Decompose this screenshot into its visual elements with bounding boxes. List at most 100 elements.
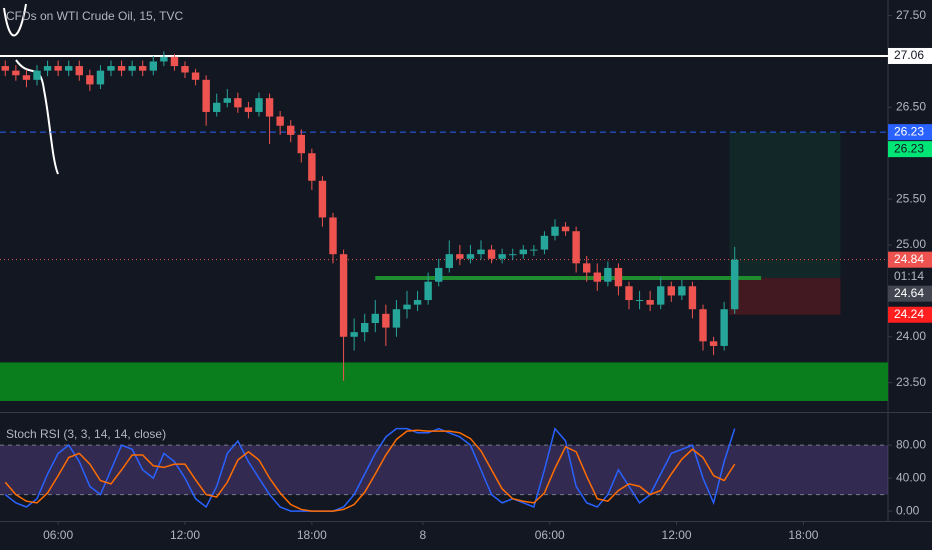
candle-body	[572, 231, 580, 264]
candle-body	[551, 226, 559, 236]
candle-body	[487, 249, 496, 259]
candle-body	[456, 254, 464, 259]
candle-body	[688, 286, 697, 310]
candle-body	[678, 286, 686, 296]
candle-body	[149, 61, 157, 71]
price-label-box	[888, 141, 932, 158]
price-label-box	[888, 124, 932, 141]
price-label-box	[888, 47, 932, 64]
candle-body	[213, 102, 221, 112]
candle-body	[709, 341, 718, 346]
x-tick-label: 12:00	[170, 528, 200, 542]
price-label: 24.24	[894, 307, 924, 321]
price-label: 26.23	[894, 124, 924, 138]
candle-body	[139, 66, 147, 71]
candle-body	[181, 66, 189, 73]
candle-body	[43, 66, 52, 71]
candle-body	[604, 267, 612, 282]
candle-body	[361, 322, 369, 333]
x-tick-label: 18:00	[788, 528, 818, 542]
position-stop	[729, 278, 841, 315]
x-tick-label: 06:00	[535, 528, 565, 542]
candle-body	[699, 309, 707, 342]
candle-body	[234, 98, 242, 108]
candle-body	[635, 300, 644, 302]
candle-body	[107, 66, 115, 71]
y-tick-label: 80.00	[896, 437, 926, 451]
candle-body	[297, 134, 305, 154]
candle-body	[498, 254, 506, 259]
candle-body	[244, 107, 253, 112]
y-tick-label: 0.00	[896, 503, 920, 517]
y-tick-label: 24.00	[896, 329, 926, 343]
candle-body	[392, 309, 401, 328]
candle-body	[403, 304, 411, 310]
price-label: 24.64	[894, 286, 924, 300]
candle-body	[54, 66, 62, 71]
candle-body	[223, 98, 231, 103]
candle-body	[424, 281, 432, 301]
axes: 06:00 12:00 18:00 8 06:00 12:00 18:00 27.50 26.5…	[43, 8, 932, 542]
candle-body	[318, 180, 327, 218]
candle-body	[646, 300, 654, 305]
candle-body	[625, 286, 633, 301]
candle-body	[720, 309, 728, 346]
position-target	[729, 132, 841, 279]
candle-body	[86, 75, 94, 85]
candle-body	[477, 249, 485, 255]
candle-body	[382, 313, 390, 328]
price-label-box	[888, 251, 932, 268]
candle-body	[413, 300, 422, 305]
y-tick-label: 25.50	[896, 191, 926, 205]
candle-body	[65, 66, 73, 71]
zone	[0, 362, 888, 401]
candle-body	[308, 153, 316, 181]
stoch-line	[4, 427, 736, 512]
candle-body	[96, 70, 105, 85]
candle-body	[667, 286, 675, 296]
candle-body	[329, 217, 337, 255]
candle-body	[509, 254, 517, 256]
candle-body	[22, 75, 31, 80]
stoch-line	[4, 429, 736, 512]
candle-body	[339, 254, 348, 337]
candle-body	[519, 249, 527, 255]
y-tick-label: 23.50	[896, 375, 926, 389]
x-tick-label: 8	[420, 528, 427, 542]
candle-body	[593, 272, 601, 282]
indicator-title: Stoch RSI (3, 3, 14, 14, close)	[6, 427, 166, 441]
price-label: 26.23	[894, 141, 924, 155]
candle-body	[160, 56, 168, 62]
y-tick-label: 40.00	[896, 470, 926, 484]
x-tick-label: 12:00	[662, 528, 692, 542]
x-tick-label: 18:00	[297, 528, 327, 542]
candle-body	[540, 235, 549, 250]
price-label-box	[888, 268, 932, 285]
chart-title: CFDs on WTI Crude Oil, 15, TVC	[6, 9, 183, 23]
candle-body	[128, 66, 136, 71]
x-tick-label: 06:00	[43, 528, 73, 542]
candle-body	[614, 267, 623, 287]
candle-body	[287, 125, 295, 135]
candle-body	[731, 259, 739, 310]
stoch-band	[0, 445, 888, 495]
candle-body	[255, 98, 263, 112]
main-pane	[0, 51, 888, 401]
candle-body	[371, 313, 379, 323]
y-tick-label: 25.00	[896, 237, 926, 251]
candle-body	[191, 72, 200, 80]
candle-body	[75, 66, 83, 76]
candle-body	[530, 249, 538, 251]
candle-body	[265, 98, 274, 117]
candle-body	[12, 70, 20, 76]
candle-body	[466, 254, 475, 259]
candle-body	[202, 79, 210, 112]
y-tick-label: 26.50	[896, 100, 926, 114]
price-label: 27.06	[894, 48, 924, 62]
candle-body	[170, 56, 179, 67]
price-label-box	[888, 285, 932, 302]
candle-body	[445, 254, 453, 268]
drawing	[3, 3, 59, 175]
